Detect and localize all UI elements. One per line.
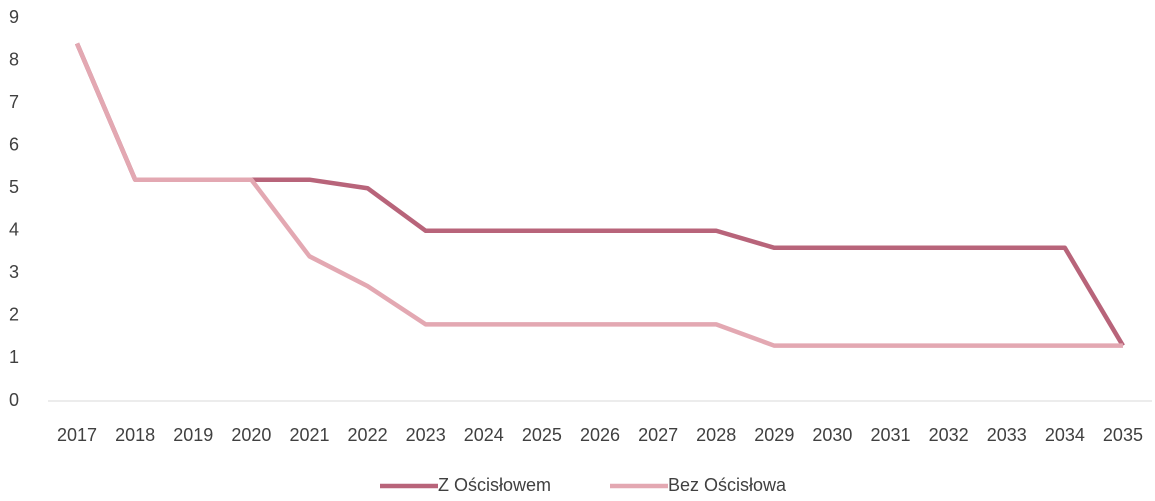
x-tick-label: 2020 (231, 425, 271, 445)
x-tick-label: 2033 (987, 425, 1027, 445)
y-tick-label: 3 (9, 262, 19, 282)
x-tick-label: 2023 (406, 425, 446, 445)
x-tick-label: 2029 (754, 425, 794, 445)
x-tick-label: 2018 (115, 425, 155, 445)
y-tick-label: 1 (9, 347, 19, 367)
x-tick-label: 2032 (929, 425, 969, 445)
y-tick-label: 0 (9, 390, 19, 410)
x-tick-label: 2017 (57, 425, 97, 445)
x-tick-label: 2019 (173, 425, 213, 445)
x-tick-label: 2026 (580, 425, 620, 445)
x-tick-label: 2035 (1103, 425, 1143, 445)
y-tick-label: 2 (9, 305, 19, 325)
x-tick-label: 2022 (348, 425, 388, 445)
y-tick-label: 9 (9, 7, 19, 27)
x-tick-label: 2030 (812, 425, 852, 445)
y-tick-label: 7 (9, 92, 19, 112)
x-tick-label: 2028 (696, 425, 736, 445)
legend-label: Z Ościsłowem (438, 475, 551, 495)
y-tick-label: 5 (9, 177, 19, 197)
y-tick-label: 6 (9, 134, 19, 154)
x-tick-label: 2024 (464, 425, 504, 445)
y-tick-label: 8 (9, 49, 19, 69)
legend-label: Bez Ościsłowa (668, 475, 787, 495)
x-tick-label: 2021 (289, 425, 329, 445)
series-line (74, 42, 1125, 347)
x-tick-label: 2034 (1045, 425, 1085, 445)
y-tick-label: 4 (9, 220, 19, 240)
x-tick-label: 2031 (871, 425, 911, 445)
series-line (74, 42, 1123, 348)
x-tick-label: 2027 (638, 425, 678, 445)
x-tick-label: 2025 (522, 425, 562, 445)
